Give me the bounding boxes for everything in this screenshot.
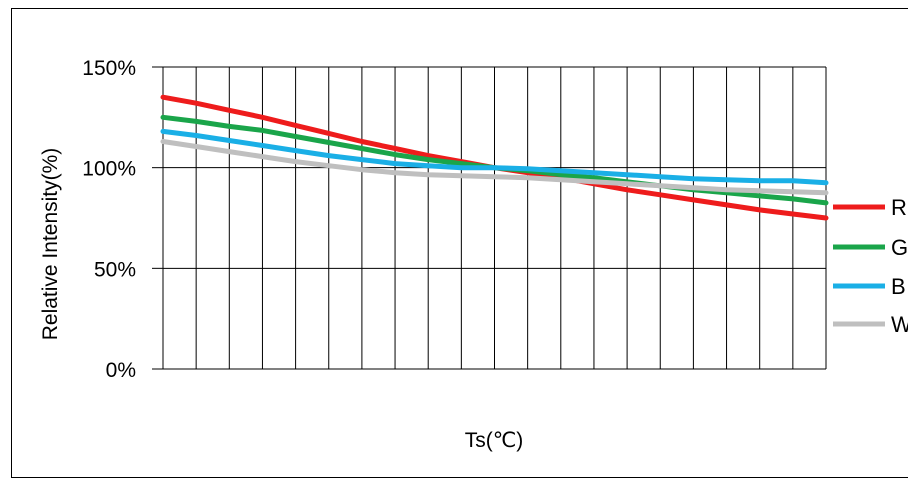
x-axis-title: Ts(℃) <box>465 429 524 452</box>
grid <box>152 66 827 370</box>
y-tick-label: 100% <box>82 158 136 181</box>
y-tick-label: 150% <box>82 57 136 80</box>
y-axis-title: Relative Intensity(%) <box>39 148 62 341</box>
legend-label-R: R <box>891 195 907 220</box>
legend-label-W: W <box>891 312 908 337</box>
legend-label-B: B <box>891 274 906 299</box>
y-tick-label: 0% <box>106 359 136 382</box>
y-axis-ticks: 0% 50% 100% 150% <box>82 57 136 382</box>
series-line-B <box>160 128 829 186</box>
legend-label-G: G <box>891 235 908 260</box>
series-lines <box>160 94 829 221</box>
y-tick-label: 50% <box>94 258 136 281</box>
series-line-W <box>160 139 829 196</box>
